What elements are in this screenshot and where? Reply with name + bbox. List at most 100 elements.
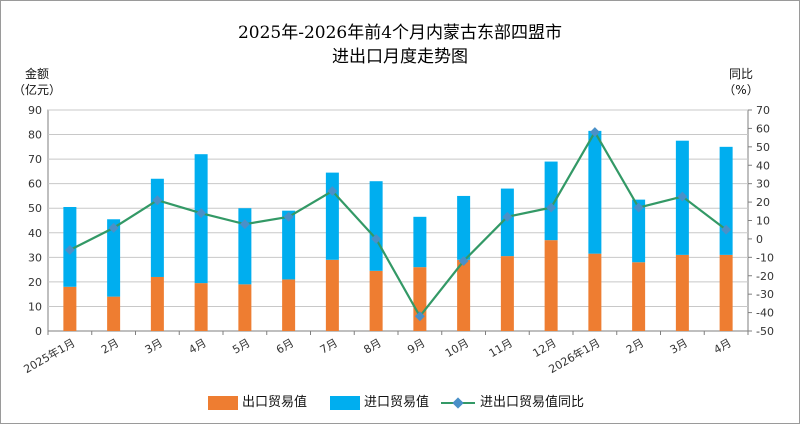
right-tick-label: -50 <box>756 325 774 338</box>
right-tick-label: 60 <box>756 122 770 135</box>
bar-import <box>325 172 339 260</box>
bar-export <box>194 283 208 331</box>
bar-import <box>719 146 733 255</box>
bar-export <box>325 259 339 331</box>
bar-export <box>675 254 689 331</box>
yoy-point <box>414 311 425 322</box>
left-tick-label: 0 <box>35 325 42 338</box>
right-axis-title: 同比 （%） <box>716 66 766 98</box>
yoy-point <box>239 219 250 230</box>
right-tick-label: -40 <box>756 307 774 320</box>
bar-export <box>238 284 252 331</box>
bar-export <box>457 259 471 331</box>
x-tick-label: 2025年1月 <box>21 335 77 376</box>
x-tick-label: 2月 <box>624 336 646 356</box>
bar-import <box>194 154 208 284</box>
right-tick-label: -10 <box>756 251 774 264</box>
yoy-point <box>502 211 513 222</box>
left-tick-label: 20 <box>28 276 42 289</box>
bar-import <box>588 130 602 254</box>
bar-import <box>369 181 383 271</box>
left-tick-label: 10 <box>28 300 42 313</box>
yoy-point <box>327 186 338 196</box>
right-tick-label: 20 <box>756 196 770 209</box>
yoy-point <box>283 211 294 222</box>
x-tick-label: 4月 <box>712 336 734 356</box>
bar-export <box>63 286 77 331</box>
yoy-point <box>152 195 163 206</box>
bar-export <box>413 267 427 331</box>
x-tick-label: 11月 <box>487 336 515 360</box>
legend-swatch-import <box>330 396 360 410</box>
yoy-line <box>69 129 727 319</box>
x-tick-label: 6月 <box>274 336 296 356</box>
chart-title-line2: 进出口月度走势图 <box>332 47 468 67</box>
bar-import <box>150 178 164 277</box>
x-tick-label: 3月 <box>668 336 690 356</box>
yoy-point <box>458 256 469 266</box>
right-tick-label: 50 <box>756 141 770 154</box>
right-axis-title-line1: 同比 <box>728 67 753 81</box>
bar-import <box>500 188 514 257</box>
left-tick-label: 60 <box>28 178 42 191</box>
x-tick-label: 9月 <box>405 336 427 356</box>
bar-import <box>457 195 471 260</box>
left-tick-label: 70 <box>28 153 42 166</box>
right-tick-label: -20 <box>756 270 774 283</box>
left-axis-title: 金额 （亿元） <box>12 66 62 98</box>
left-tick-label: 80 <box>28 129 42 142</box>
bar-export <box>282 279 296 331</box>
x-tick-label: 2月 <box>99 336 121 356</box>
bar-export <box>500 256 514 331</box>
legend-swatch-export <box>208 396 238 410</box>
bar-export <box>150 276 164 331</box>
legend-label-yoy: 进出口贸易值同比 <box>480 395 585 410</box>
left-axis-title-line1: 金额 <box>24 67 49 81</box>
left-tick-label: 90 <box>28 104 42 117</box>
right-tick-label: 30 <box>756 178 770 191</box>
legend-label-import: 进口贸易值 <box>364 395 430 410</box>
right-tick-label: 40 <box>756 159 770 172</box>
left-tick-label: 30 <box>28 251 42 264</box>
right-axis-title-line2: （%） <box>723 83 759 97</box>
bar-export <box>588 253 602 331</box>
bar-import <box>107 219 121 297</box>
yoy-point <box>721 224 732 235</box>
x-tick-label: 3月 <box>143 336 165 356</box>
bar-export <box>544 240 558 331</box>
right-tick-label: 0 <box>756 233 763 246</box>
left-tick-label: 40 <box>28 227 42 240</box>
yoy-point <box>64 245 75 255</box>
x-tick-label: 12月 <box>530 336 558 360</box>
yoy-point <box>196 208 207 219</box>
chart-title-line1: 2025年-2026年前4个月内蒙古东部四盟市 <box>237 23 563 43</box>
yoy-point <box>371 233 382 244</box>
bar-import <box>413 216 427 268</box>
bar-export <box>719 254 733 331</box>
bar-export <box>632 262 646 331</box>
yoy-point <box>589 127 600 138</box>
plot-area <box>47 109 749 332</box>
x-tick-label: 5月 <box>230 336 252 356</box>
yoy-point <box>633 202 644 213</box>
right-tick-label: -30 <box>756 288 774 301</box>
left-axis-title-line2: （亿元） <box>12 83 61 97</box>
x-tick-label: 10月 <box>443 336 471 360</box>
x-tick-label: 7月 <box>318 336 340 356</box>
bar-import <box>632 199 646 263</box>
right-tick-label: 70 <box>756 104 770 117</box>
x-tick-label: 8月 <box>362 336 384 356</box>
chart-legend: 出口贸易值 进口贸易值 进出口贸易值同比 <box>0 394 800 414</box>
bar-import <box>544 161 558 241</box>
left-tick-label: 50 <box>28 202 42 215</box>
bar-export <box>369 270 383 331</box>
yoy-point <box>546 202 557 213</box>
legend-swatch-yoy <box>441 397 475 409</box>
yoy-point <box>108 222 119 233</box>
bar-import <box>238 208 252 285</box>
bar-export <box>107 296 121 331</box>
yoy-point <box>677 191 688 202</box>
bar-import <box>282 210 296 280</box>
legend-label-export: 出口贸易值 <box>242 395 308 410</box>
